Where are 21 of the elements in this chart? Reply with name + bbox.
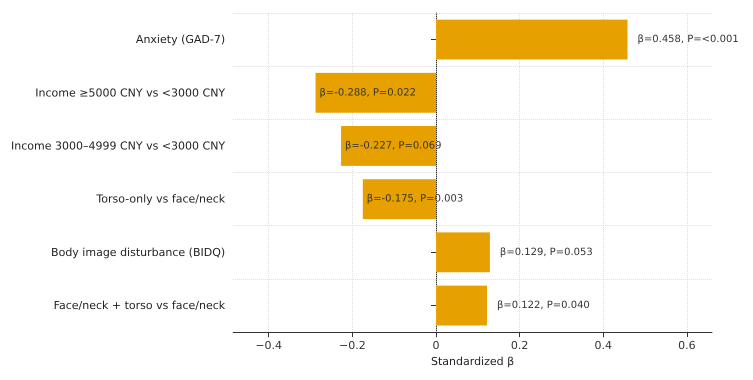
x-tick-label: 0 xyxy=(432,339,440,352)
y-tick-label: Torso-only vs face/neck xyxy=(95,192,226,206)
x-axis-title: Standardized β xyxy=(431,355,514,368)
data-label: β=-0.288, P=0.022 xyxy=(320,87,416,98)
x-tick-label: 0.4 xyxy=(594,339,612,352)
data-label: β=0.458, P=<0.001 xyxy=(638,34,739,46)
y-tick-label: Anxiety (GAD-7) xyxy=(136,33,226,46)
data-label: β=0.129, P=0.053 xyxy=(500,246,593,258)
y-tick-label: Body image disturbance (BIDQ) xyxy=(51,246,226,259)
y-tick-label: Face/neck + torso vs face/neck xyxy=(54,299,226,312)
bar xyxy=(316,72,436,113)
x-tick-label: −0.4 xyxy=(255,339,282,352)
bar xyxy=(436,232,490,272)
bar xyxy=(436,20,628,60)
y-tick-label: Income ≥5000 CNY vs <3000 CNY xyxy=(35,86,226,100)
bar xyxy=(436,286,488,326)
x-tick-label: 0.6 xyxy=(678,339,696,352)
x-tick-label: 0.2 xyxy=(510,339,528,352)
y-tick-label: Income 3000–4999 CNY vs <3000 CNY xyxy=(11,139,226,152)
data-label: β=0.122, P=0.040 xyxy=(497,300,590,312)
x-tick-label: −0.2 xyxy=(338,339,366,352)
